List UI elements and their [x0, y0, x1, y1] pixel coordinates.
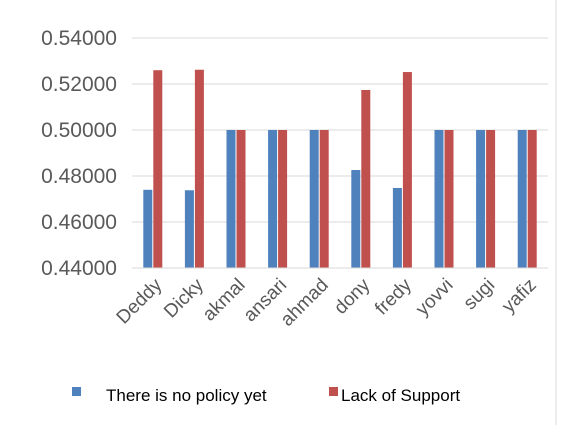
legend-label: There is no policy yet: [106, 386, 267, 405]
x-axis-category-labels: DeddyDickyakmalansariahmaddonyfredyyovvi…: [113, 274, 541, 330]
bar-lack-of-support: [236, 130, 246, 268]
x-category-label: yafiz: [498, 275, 540, 317]
bar-no-policy: [268, 130, 278, 268]
bar-lack-of-support: [194, 69, 204, 269]
x-category-label: akmal: [199, 275, 250, 326]
gridlines: [132, 37, 548, 223]
y-tick-label: 0.46000: [41, 211, 117, 234]
x-category-label: dony: [330, 274, 374, 318]
bar-lack-of-support: [486, 130, 496, 268]
x-category-label: Deddy: [113, 274, 167, 328]
bar-no-policy: [184, 190, 194, 268]
x-category-label: ahmad: [277, 275, 333, 331]
y-axis-tick-labels: 0.44000 0.46000 0.48000 0.50000 0.52000 0.540…: [41, 27, 117, 280]
x-category-label: fredy: [371, 274, 416, 319]
legend: There is no policy yet Lack of Support: [72, 386, 460, 405]
bar-no-policy: [392, 187, 402, 268]
x-category-label: yovvi: [412, 275, 457, 320]
bar-no-policy: [309, 130, 319, 268]
bar-lack-of-support: [444, 130, 454, 268]
bar-lack-of-support: [402, 72, 412, 268]
bar-lack-of-support: [319, 130, 329, 268]
y-tick-label: 0.54000: [41, 27, 117, 50]
bars: [143, 69, 537, 269]
bar-no-policy: [351, 170, 361, 268]
bar-no-policy: [226, 130, 236, 268]
y-tick-label: 0.50000: [41, 119, 117, 142]
bar-lack-of-support: [278, 130, 288, 268]
bar-no-policy: [476, 130, 486, 268]
bar-lack-of-support: [361, 89, 371, 268]
y-tick-label: 0.52000: [41, 73, 117, 96]
legend-swatch: [329, 387, 338, 396]
legend-label: Lack of Support: [341, 386, 460, 405]
bar-no-policy: [434, 130, 444, 268]
bar-no-policy: [143, 189, 153, 268]
x-category-label: sugi: [460, 275, 499, 314]
bar-lack-of-support: [153, 70, 163, 268]
y-tick-label: 0.44000: [41, 257, 117, 280]
x-category-label: Dicky: [160, 274, 208, 322]
legend-swatch: [72, 387, 81, 396]
bar-lack-of-support: [527, 130, 537, 268]
y-tick-label: 0.48000: [41, 165, 117, 188]
bar-no-policy: [517, 130, 527, 268]
